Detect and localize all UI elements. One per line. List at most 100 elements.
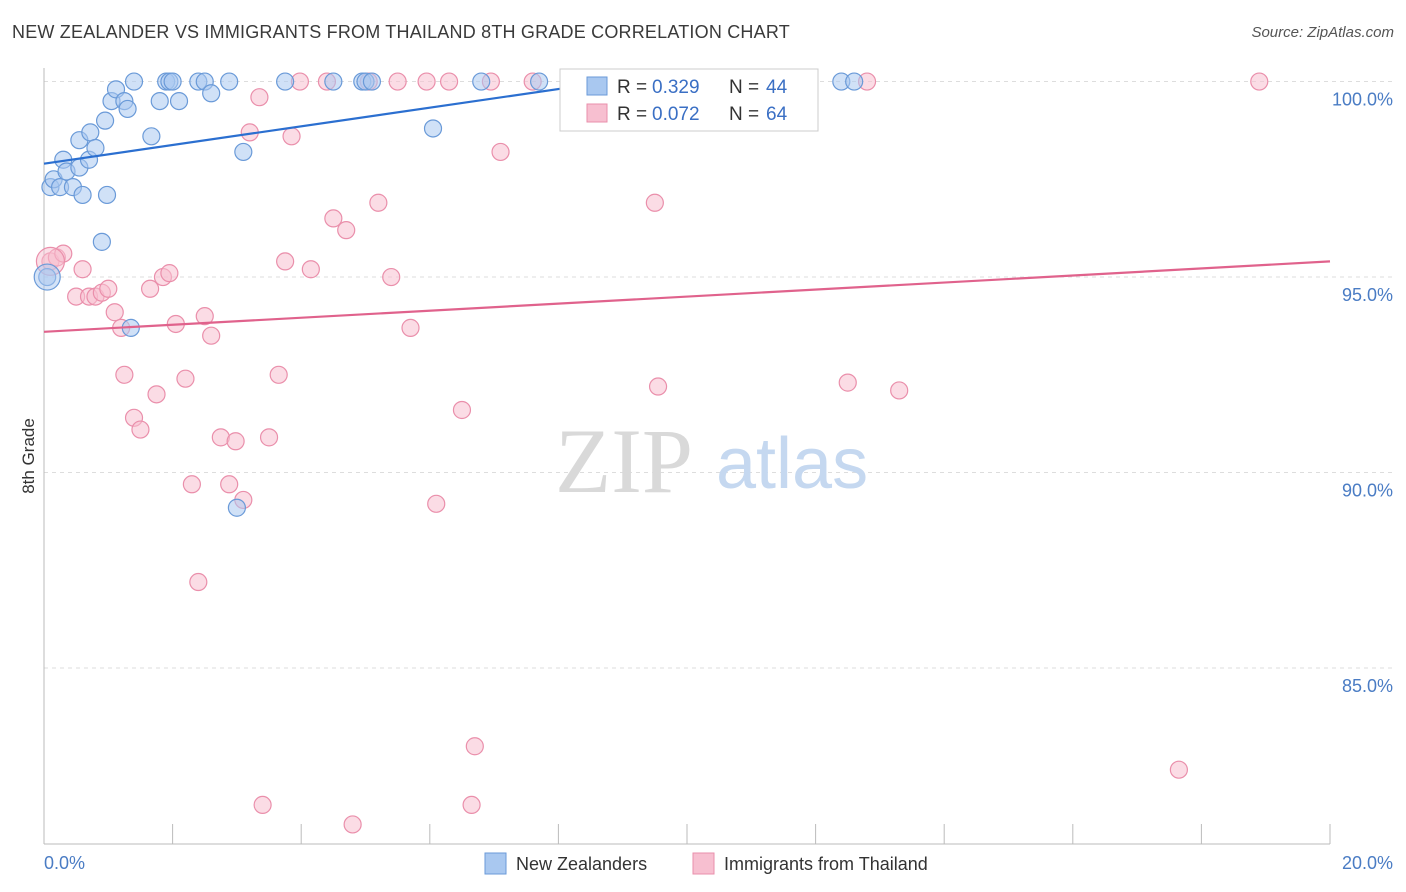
thailand-point-42 xyxy=(369,193,388,212)
thailand-point-61 xyxy=(890,381,909,400)
thailand-point-39 xyxy=(337,221,356,240)
trend-lines xyxy=(43,80,1331,333)
chart-title: NEW ZEALANDER VS IMMIGRANTS FROM THAILAN… xyxy=(12,22,790,42)
thailand-point-34 xyxy=(282,127,301,146)
legend-r-label-blue: R = xyxy=(617,77,647,98)
x-tick-label-min: 0.0% xyxy=(44,853,85,873)
thailand-point-13 xyxy=(131,420,150,439)
y-tick-labels: 85.0% 90.0% 95.0% 100.0% xyxy=(1332,90,1393,696)
thailand-point-46 xyxy=(417,72,436,91)
y-tick-label-100: 100.0% xyxy=(1332,90,1393,110)
source-label: Source: ZipAtlas.com xyxy=(1251,24,1394,41)
thailand-point-36 xyxy=(301,260,320,279)
thailand-point-62 xyxy=(1169,760,1188,779)
thailand-point-48 xyxy=(439,72,459,91)
legend-r-label-pink: R = xyxy=(617,104,647,125)
watermark: ZIP atlas xyxy=(555,410,868,512)
legend-n-value-pink: 64 xyxy=(766,104,788,125)
y-tick-label-85: 85.0% xyxy=(1342,676,1393,696)
thailand-point-53 xyxy=(491,142,510,162)
legend-swatch-blue xyxy=(586,76,608,96)
nz-point-27 xyxy=(169,91,189,111)
nz-point-31 xyxy=(220,72,239,91)
y-tick-label-90: 90.0% xyxy=(1342,481,1393,501)
thailand-point-20 xyxy=(182,475,201,494)
bottom-legend-swatch-blue xyxy=(484,852,507,875)
series-legend: New Zealanders Immigrants from Thailand xyxy=(484,852,928,875)
thailand-point-51 xyxy=(465,737,484,756)
trend-line-thailand xyxy=(43,260,1331,333)
nz-point-22 xyxy=(142,127,161,146)
nz-point-23 xyxy=(150,91,169,111)
nz-point-40 xyxy=(472,72,491,91)
nz-point-39 xyxy=(423,119,443,138)
legend-swatch-pink xyxy=(586,103,608,123)
nz-point-8 xyxy=(73,185,92,205)
thailand-point-19 xyxy=(176,369,195,388)
nz-point-15 xyxy=(97,185,117,205)
thailand-point-17 xyxy=(160,264,179,283)
thailand-point-47 xyxy=(427,494,446,513)
y-axis-title: 8th Grade xyxy=(19,418,38,494)
thailand-point-49 xyxy=(452,400,472,420)
thailand-point-21 xyxy=(189,572,208,592)
thailand-point-23 xyxy=(202,326,221,345)
nz-point-34 xyxy=(276,72,295,91)
watermark-atlas: atlas xyxy=(716,424,868,504)
thailand-point-63 xyxy=(1250,72,1269,91)
nz-point-large xyxy=(33,263,61,291)
bottom-legend-label-pink: Immigrants from Thailand xyxy=(724,854,928,874)
thailand-point-50 xyxy=(462,795,481,815)
thailand-point-44 xyxy=(388,72,407,91)
legend-r-value-pink: 0.072 xyxy=(652,104,700,125)
nz-point-21 xyxy=(124,72,144,91)
thailand-point-11 xyxy=(115,365,134,384)
thailand-point-33 xyxy=(276,252,295,271)
thailand-point-26 xyxy=(226,432,245,451)
nz-point-19 xyxy=(118,99,137,119)
thailand-point-9 xyxy=(105,303,124,322)
y-tick-label-95: 95.0% xyxy=(1342,285,1393,305)
thailand-point-14 xyxy=(140,279,160,298)
axes xyxy=(43,68,1331,845)
legend-n-value-blue: 44 xyxy=(766,77,788,98)
nz-point-30 xyxy=(202,84,221,103)
nz-point-43 xyxy=(845,72,864,91)
legend-n-label-pink: N = xyxy=(729,104,759,125)
nz-point-33 xyxy=(234,142,253,162)
thailand-point-30 xyxy=(253,795,272,815)
nz-point-26 xyxy=(163,72,182,91)
thailand-point-25 xyxy=(220,475,239,494)
series-immigrants-from-thailand xyxy=(35,72,1269,834)
thailand-point-40 xyxy=(343,815,362,834)
watermark-zip: ZIP xyxy=(555,410,693,512)
thailand-point-59 xyxy=(838,373,857,392)
nz-point-32 xyxy=(227,498,246,517)
nz-point-11 xyxy=(81,123,100,142)
nz-point-13 xyxy=(92,232,111,251)
legend-r-value-blue: 0.329 xyxy=(652,77,700,98)
thailand-point-29 xyxy=(250,88,269,107)
thailand-point-32 xyxy=(269,365,288,384)
nz-point-35 xyxy=(324,72,343,91)
thailand-point-43 xyxy=(382,267,401,287)
bottom-legend-swatch-pink xyxy=(692,852,715,875)
nz-point-12 xyxy=(86,138,105,158)
thailand-point-4 xyxy=(73,260,92,279)
gridlines xyxy=(44,81,1393,669)
thailand-point-15 xyxy=(147,385,166,404)
thailand-point-31 xyxy=(259,428,279,447)
thailand-point-45 xyxy=(401,318,420,337)
nz-point-41 xyxy=(530,72,549,91)
series-new-zealanders xyxy=(33,72,864,517)
nz-point-38 xyxy=(362,72,382,91)
correlation-legend: R = 0.329 N = 44 R = 0.072 N = 64 xyxy=(559,68,819,132)
thailand-point-55 xyxy=(645,193,664,212)
x-tick-label-max: 20.0% xyxy=(1342,853,1393,873)
trend-line-new-zealanders xyxy=(43,80,610,165)
bottom-legend-label-blue: New Zealanders xyxy=(516,854,647,874)
thailand-point-22 xyxy=(195,307,214,326)
thailand-point-56 xyxy=(648,377,668,396)
thailand-point-38 xyxy=(324,209,343,228)
